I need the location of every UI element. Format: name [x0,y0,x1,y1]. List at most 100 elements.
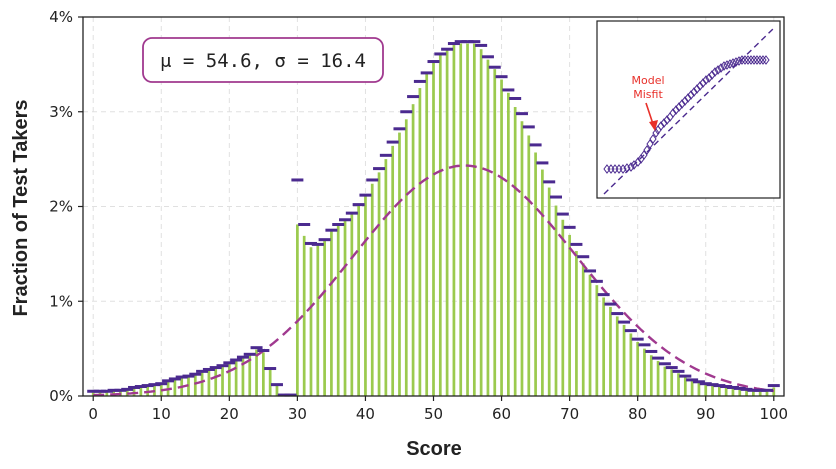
bar [438,53,442,396]
bar [316,244,320,396]
qq-point [696,81,704,91]
bar [493,69,497,397]
y-axis-title: Fraction of Test Takers [10,99,32,316]
bar [459,43,463,396]
bar [268,368,272,396]
qq-point [643,145,651,155]
bar [704,384,708,396]
bar [595,285,599,396]
bar [724,387,728,396]
qq-point [744,55,752,65]
bar [588,274,592,396]
bar [486,59,490,396]
qq-point [699,78,707,88]
bar [575,251,578,396]
bar [296,224,299,396]
histogram-bars [91,43,776,397]
bar [139,386,143,396]
qq-point [652,128,660,138]
misfit-arrow-head [649,120,658,131]
qq-point [711,67,719,77]
bar [772,387,776,396]
bar [670,369,674,396]
bar [261,352,265,396]
x-tick-label: 50 [424,405,443,423]
bar [445,49,449,397]
bar [241,357,245,396]
qq-point [672,105,680,115]
inset-frame [596,20,781,199]
bar [214,367,218,396]
x-tick-label: 40 [356,405,375,423]
bar [91,391,95,396]
bar [758,391,762,396]
misfit-label-line1: Model [631,74,664,87]
bar [105,391,109,396]
qq-point [660,118,668,128]
bar [343,219,347,396]
qq-point [702,75,710,85]
bar [384,159,388,396]
stats-box-frame [142,37,384,83]
tick-markers [87,40,780,397]
x-tick-label: 100 [759,405,788,423]
qq-point [678,99,686,109]
y-tick-label: 3% [49,103,73,121]
qq-point [681,96,689,106]
bar [622,324,626,396]
qq-point [723,60,731,70]
bar [466,43,469,396]
x-axis-ticks: 0 10 20 30 40 50 60 70 80 90 100 [88,396,788,423]
qq-point [717,63,725,73]
bar [350,213,354,396]
bar [98,391,102,396]
qq-point [649,134,657,144]
bar [173,378,177,396]
qq-point [720,61,728,71]
qq-point [693,84,701,94]
bar [404,119,408,396]
bar [132,387,136,396]
qq-point [756,55,764,65]
qq-point [738,55,746,65]
bar [221,365,224,396]
qq-inset: Model Misfit [596,20,781,199]
qq-point [759,55,767,65]
bar [717,386,721,396]
bar [636,341,640,396]
x-tick-label: 30 [288,405,307,423]
bar [697,382,701,396]
bar [615,316,619,396]
bar [377,172,381,396]
qq-point [669,108,677,118]
bar [561,219,565,396]
bar [765,391,769,396]
bar [309,247,313,396]
bar [649,355,653,396]
bar [248,354,252,396]
qq-point [640,150,648,160]
qq-points [603,55,770,174]
bar [629,333,633,396]
bar [193,374,197,396]
bar [275,384,279,396]
bar [357,204,360,396]
x-tick-label: 20 [220,405,239,423]
bar [200,371,204,396]
bar [752,390,755,396]
qq-point [762,55,770,65]
qq-point [735,56,743,66]
bar [227,362,231,396]
bar [364,195,367,396]
bar [677,373,680,396]
y-tick-label: 1% [49,292,73,310]
bar [520,121,524,396]
bar [500,79,503,396]
bar [711,385,714,396]
bar [452,43,456,396]
x-tick-label: 60 [492,405,511,423]
y-axis-ticks: 0% 1% 2% 3% 4% [49,8,83,405]
qq-point [726,59,734,69]
bar [731,388,735,396]
bar [432,61,435,396]
